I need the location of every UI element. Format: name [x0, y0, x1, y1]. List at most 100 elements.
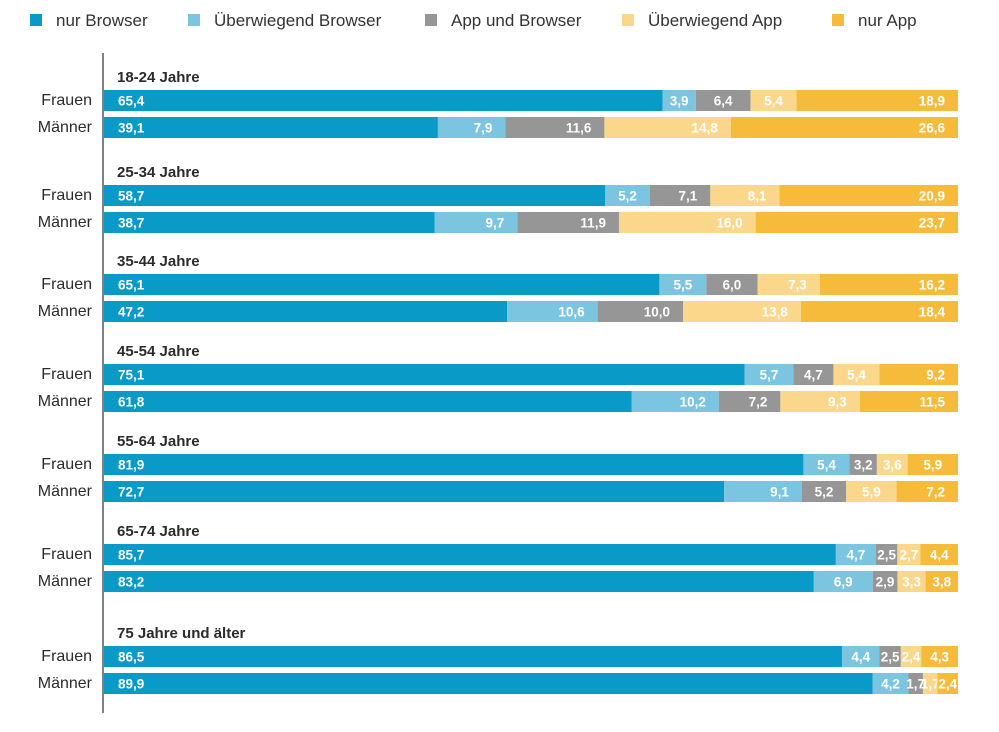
data-label: 16,0	[716, 216, 742, 231]
legend-label-nur-app: nur App	[858, 11, 917, 30]
bar-segment-ueberwiegend-app	[710, 185, 780, 206]
legend-label-ueberwiegend-app: Überwiegend App	[648, 11, 782, 30]
data-label: 3,3	[902, 575, 921, 590]
data-label: 20,9	[919, 189, 945, 204]
data-label: 61,8	[118, 395, 145, 410]
bar-segment-app-und-browser	[695, 90, 751, 111]
data-label: 89,9	[118, 677, 144, 692]
row-label-frauen: Frauen	[41, 92, 92, 109]
row-label-maenner: Männer	[38, 483, 93, 500]
data-label: 81,9	[118, 458, 144, 473]
data-label: 7,2	[926, 485, 945, 500]
row-label-frauen: Frauen	[41, 366, 92, 383]
data-label: 86,5	[118, 650, 145, 665]
bar-segment-ueberwiegend-app	[618, 212, 756, 233]
row-label-maenner: Männer	[38, 393, 93, 410]
bar-segment-ueberwiegend-browser	[813, 571, 873, 592]
bar-segment-app-und-browser	[517, 212, 619, 233]
bar-segment-ueberwiegend-browser	[659, 274, 707, 295]
bar-segment-ueberwiegend-app	[897, 571, 926, 592]
data-label: 3,2	[854, 458, 873, 473]
row-label-frauen: Frauen	[41, 187, 92, 204]
bar-segment-ueberwiegend-app	[876, 454, 908, 475]
bar-segment-ueberwiegend-app	[604, 117, 731, 138]
data-label: 10,2	[680, 395, 706, 410]
group-title-55-64-jahre: 55-64 Jahre	[117, 433, 200, 450]
row-label-maenner: Männer	[38, 303, 93, 320]
data-label: 7,1	[679, 189, 698, 204]
data-label: 2,7	[900, 548, 919, 563]
bar-segment-nur-app	[730, 117, 958, 138]
data-label: 5,2	[815, 485, 834, 500]
data-label: 11,6	[566, 121, 592, 136]
bar-segment-nur-browser	[104, 364, 745, 385]
data-label: 72,7	[118, 485, 144, 500]
data-label: 10,0	[644, 305, 670, 320]
data-label: 6,9	[834, 575, 853, 590]
bar-segment-app-und-browser	[505, 117, 605, 138]
bar-segment-nur-app	[925, 571, 958, 592]
bar-segment-nur-browser	[104, 481, 725, 502]
data-label: 8,1	[748, 189, 767, 204]
bar-segment-ueberwiegend-browser	[605, 185, 650, 206]
legend-swatch-nur-app	[832, 14, 844, 26]
bar-segment-ueberwiegend-browser	[835, 544, 877, 565]
bar-segment-app-und-browser	[793, 364, 834, 385]
data-label: 5,2	[618, 189, 637, 204]
data-label: 4,7	[804, 368, 823, 383]
data-label: 4,7	[847, 548, 866, 563]
data-label: 14,8	[692, 121, 719, 136]
data-label: 7,3	[788, 278, 807, 293]
row-label-frauen: Frauen	[41, 456, 92, 473]
data-label: 7,2	[749, 395, 768, 410]
data-label: 9,3	[828, 395, 847, 410]
legend-swatch-ueberwiegend-browser	[188, 14, 200, 26]
data-label: 85,7	[118, 548, 144, 563]
legend-label-nur-browser: nur Browser	[56, 11, 148, 30]
row-label-frauen: Frauen	[41, 546, 92, 563]
bar-segment-app-und-browser	[876, 544, 898, 565]
data-label: 2,9	[876, 575, 895, 590]
data-label: 9,1	[770, 485, 789, 500]
bar-segment-nur-browser	[104, 185, 606, 206]
bar-segment-ueberwiegend-browser	[724, 481, 802, 502]
row-label-maenner: Männer	[38, 573, 93, 590]
data-label: 1,7	[906, 677, 925, 692]
bar-segment-nur-app	[937, 673, 958, 694]
bar-segment-ueberwiegend-app	[833, 364, 880, 385]
bar-segment-nur-browser	[104, 90, 663, 111]
data-label: 13,8	[762, 305, 789, 320]
row-label-maenner: Männer	[38, 675, 93, 692]
bar-segment-nur-browser	[104, 212, 435, 233]
group-title-35-44-jahre: 35-44 Jahre	[117, 253, 200, 270]
bar-segment-app-und-browser	[879, 646, 901, 667]
bar-segment-nur-browser	[104, 673, 873, 694]
data-label: 2,5	[881, 650, 900, 665]
bar-segment-nur-browser	[104, 117, 438, 138]
group-title-25-34-jahre: 25-34 Jahre	[117, 164, 200, 181]
data-label: 4,4	[851, 650, 870, 665]
bar-segment-nur-app	[755, 212, 958, 233]
bar-segment-nur-app	[920, 544, 958, 565]
data-label: 4,2	[881, 677, 900, 692]
bar-segment-app-und-browser	[649, 185, 711, 206]
group-title-75-jahre-und-aelter: 75 Jahre und älter	[117, 625, 246, 642]
bar-segment-nur-app	[796, 90, 958, 111]
data-label: 5,9	[862, 485, 881, 500]
data-label: 11,5	[919, 395, 945, 410]
bar-segment-nur-app	[879, 364, 958, 385]
data-label: 3,8	[932, 575, 951, 590]
bar-segment-ueberwiegend-app	[683, 301, 801, 322]
data-label: 5,4	[764, 94, 783, 109]
bar-segment-ueberwiegend-browser	[437, 117, 506, 138]
data-label: 6,0	[723, 278, 742, 293]
data-label: 5,7	[760, 368, 779, 383]
data-label: 9,7	[486, 216, 505, 231]
data-label: 3,9	[670, 94, 689, 109]
data-label: 75,1	[118, 368, 145, 383]
bar-segment-nur-app	[779, 185, 958, 206]
bar-segment-ueberwiegend-app	[846, 481, 897, 502]
data-label: 65,1	[118, 278, 145, 293]
data-label: 6,4	[714, 94, 733, 109]
bar-segment-nur-browser	[104, 454, 804, 475]
